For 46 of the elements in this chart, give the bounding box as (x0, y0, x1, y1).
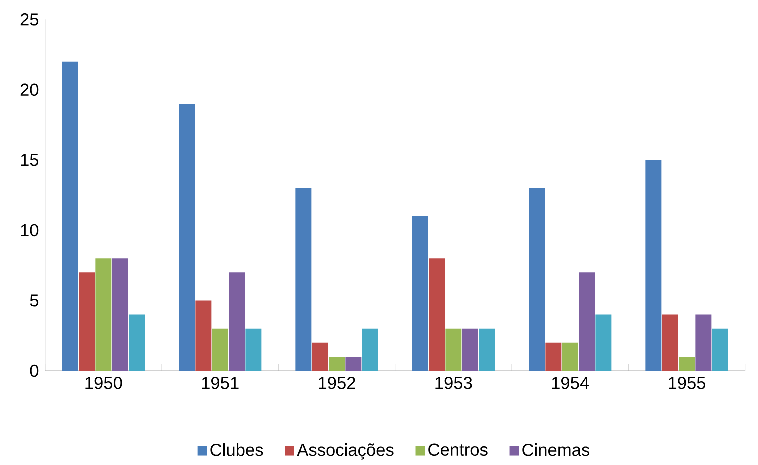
legend-label: Centros (428, 444, 488, 456)
bar (212, 328, 228, 372)
legend-label: Clubes (210, 444, 264, 456)
y-tick-label: 25 (20, 14, 39, 26)
y-tick-label: 15 (21, 154, 39, 166)
x-tick-label: 1950 (86, 377, 122, 390)
y-tick-label: 5 (30, 294, 39, 307)
y-tick-label: 10 (21, 224, 39, 237)
x-tick-label: 1955 (669, 377, 706, 390)
bar (79, 272, 95, 372)
bar (246, 328, 262, 372)
bar (679, 356, 696, 372)
bar (529, 188, 546, 372)
bar (462, 328, 478, 372)
y-tick-label: 0 (30, 364, 39, 378)
bar (96, 258, 112, 372)
legend-label: Associações (297, 444, 394, 460)
bar (646, 160, 662, 372)
bar (196, 300, 212, 372)
bar (179, 104, 196, 372)
bar (329, 356, 346, 372)
x-tick-label: 1952 (319, 377, 356, 390)
legend-label: Cinemas (522, 444, 590, 456)
bar (412, 216, 428, 372)
bar (712, 328, 728, 372)
x-tick-label: 1954 (552, 377, 590, 390)
bar (362, 328, 378, 372)
bar (579, 272, 596, 372)
bar (479, 328, 495, 372)
bar (429, 258, 446, 372)
bar (446, 328, 462, 372)
x-tick-label: 1951 (202, 377, 239, 390)
bar (546, 342, 562, 372)
bar (596, 314, 612, 372)
bar (112, 258, 128, 372)
bar (562, 342, 578, 372)
bar (229, 272, 245, 372)
bar (296, 188, 312, 372)
bar (696, 314, 712, 372)
bar (346, 356, 362, 372)
x-tick-label: 1953 (436, 377, 472, 390)
bar (312, 342, 328, 372)
bar (62, 62, 78, 372)
y-tick-label: 20 (20, 84, 39, 96)
bar (129, 314, 145, 372)
bar (662, 314, 678, 372)
